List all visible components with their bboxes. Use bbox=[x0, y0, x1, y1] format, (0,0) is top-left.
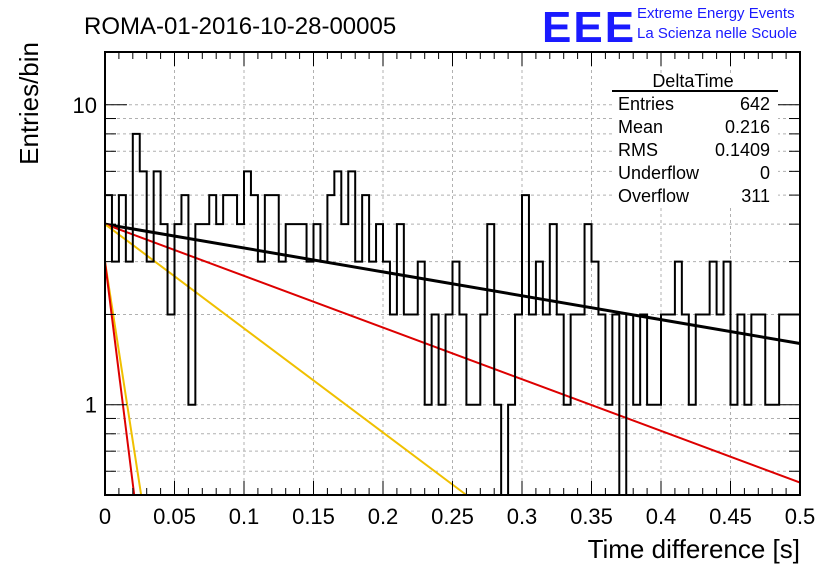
histogram-bin bbox=[369, 262, 376, 495]
stats-value-rms: 0.1409 bbox=[715, 140, 770, 160]
histogram-bin bbox=[251, 195, 258, 495]
stats-value-entries: 642 bbox=[740, 94, 770, 114]
fit-line-3 bbox=[104, 261, 143, 496]
x-tick-labels: 0 0.05 0.1 0.15 0.2 0.25 0.3 0.35 0.4 0.45 0.5 bbox=[99, 504, 815, 529]
histogram-bin bbox=[397, 224, 404, 495]
stats-label-underflow: Underflow bbox=[618, 163, 700, 183]
histogram-bin bbox=[272, 195, 279, 495]
histogram-bin bbox=[585, 224, 592, 495]
histogram-bin bbox=[154, 171, 161, 495]
histogram-bin bbox=[175, 224, 182, 495]
stats-value-underflow: 0 bbox=[760, 163, 770, 183]
histogram-bin bbox=[161, 224, 168, 495]
x-tick-label: 0.35 bbox=[570, 504, 613, 529]
histogram-bin bbox=[209, 195, 216, 495]
histogram-bin bbox=[293, 224, 300, 495]
logo-line-2: La Scienza nelle Scuole bbox=[637, 25, 797, 42]
stats-label-entries: Entries bbox=[618, 94, 674, 114]
y-tick-labels: 1 10 bbox=[73, 93, 97, 418]
stats-label-mean: Mean bbox=[618, 117, 663, 137]
y-tick-label: 10 bbox=[73, 93, 97, 118]
x-tick-label: 0 bbox=[99, 504, 111, 529]
x-tick-label: 0.25 bbox=[431, 504, 474, 529]
histogram-bin bbox=[181, 195, 188, 495]
grid-lines bbox=[105, 52, 800, 495]
histogram-bin bbox=[314, 224, 321, 495]
histogram-bin bbox=[216, 224, 223, 495]
axes-frame bbox=[104, 51, 801, 496]
x-tick-label: 0.5 bbox=[785, 504, 816, 529]
histogram-bin bbox=[202, 224, 209, 495]
histogram-bin bbox=[675, 262, 682, 495]
y-axis-label: Entries/bin bbox=[14, 42, 44, 165]
histogram-bin bbox=[453, 262, 460, 495]
histogram-bin bbox=[105, 195, 112, 495]
fit-line-4 bbox=[104, 261, 136, 496]
histogram-bin bbox=[147, 262, 154, 495]
histogram-step-line bbox=[105, 132, 800, 496]
fit-line-1 bbox=[104, 223, 801, 484]
stats-value-overflow: 311 bbox=[741, 186, 770, 206]
histogram-bin bbox=[383, 262, 390, 495]
stats-title: DeltaTime bbox=[652, 71, 733, 91]
histogram-bin bbox=[320, 262, 327, 495]
histogram-bin bbox=[112, 262, 119, 495]
histogram-bin bbox=[522, 195, 529, 495]
histogram-bin bbox=[279, 262, 286, 495]
histogram-bin bbox=[140, 171, 147, 495]
x-axis-label: Time difference [s] bbox=[588, 534, 800, 564]
stats-label-overflow: Overflow bbox=[618, 186, 690, 206]
histogram-bin bbox=[237, 224, 244, 495]
chart-title: ROMA-01-2016-10-28-00005 bbox=[84, 13, 396, 40]
histogram-bin bbox=[362, 195, 369, 495]
histogram-bin bbox=[223, 195, 230, 495]
histogram bbox=[105, 132, 800, 496]
x-tick-label: 0.2 bbox=[368, 504, 399, 529]
histogram-bin bbox=[710, 262, 717, 495]
x-tick-label: 0.45 bbox=[709, 504, 752, 529]
histogram-bin bbox=[195, 224, 202, 495]
eee-logo: EEE bbox=[542, 3, 636, 52]
stats-value-mean: 0.216 bbox=[725, 117, 770, 137]
histogram-bin bbox=[487, 224, 494, 495]
histogram-bin bbox=[348, 171, 355, 495]
histogram-bin bbox=[376, 224, 383, 495]
fit-line-2 bbox=[104, 223, 467, 496]
fit-lines bbox=[104, 222, 801, 496]
x-tick-label: 0.05 bbox=[153, 504, 196, 529]
histogram-bin bbox=[724, 262, 731, 495]
x-tick-label: 0.15 bbox=[292, 504, 335, 529]
stats-label-rms: RMS bbox=[618, 140, 658, 160]
x-tick-label: 0.4 bbox=[646, 504, 677, 529]
histogram-bin bbox=[592, 262, 599, 495]
y-tick-label: 1 bbox=[85, 393, 97, 418]
histogram-bin bbox=[230, 195, 237, 495]
histogram-bin bbox=[258, 262, 265, 495]
stats-box: DeltaTime Entries 642 Mean 0.216 RMS 0.1409 Un… bbox=[612, 71, 778, 206]
histogram-bin bbox=[550, 224, 557, 495]
histogram-bin bbox=[355, 262, 362, 495]
x-tick-label: 0.1 bbox=[229, 504, 260, 529]
histogram-bin bbox=[300, 224, 307, 495]
logo-line-1: Extreme Energy Events bbox=[637, 5, 795, 22]
histogram-bin bbox=[536, 262, 543, 495]
histogram-bin bbox=[327, 195, 334, 495]
x-tick-label: 0.3 bbox=[507, 504, 538, 529]
histogram-bin bbox=[334, 171, 341, 495]
